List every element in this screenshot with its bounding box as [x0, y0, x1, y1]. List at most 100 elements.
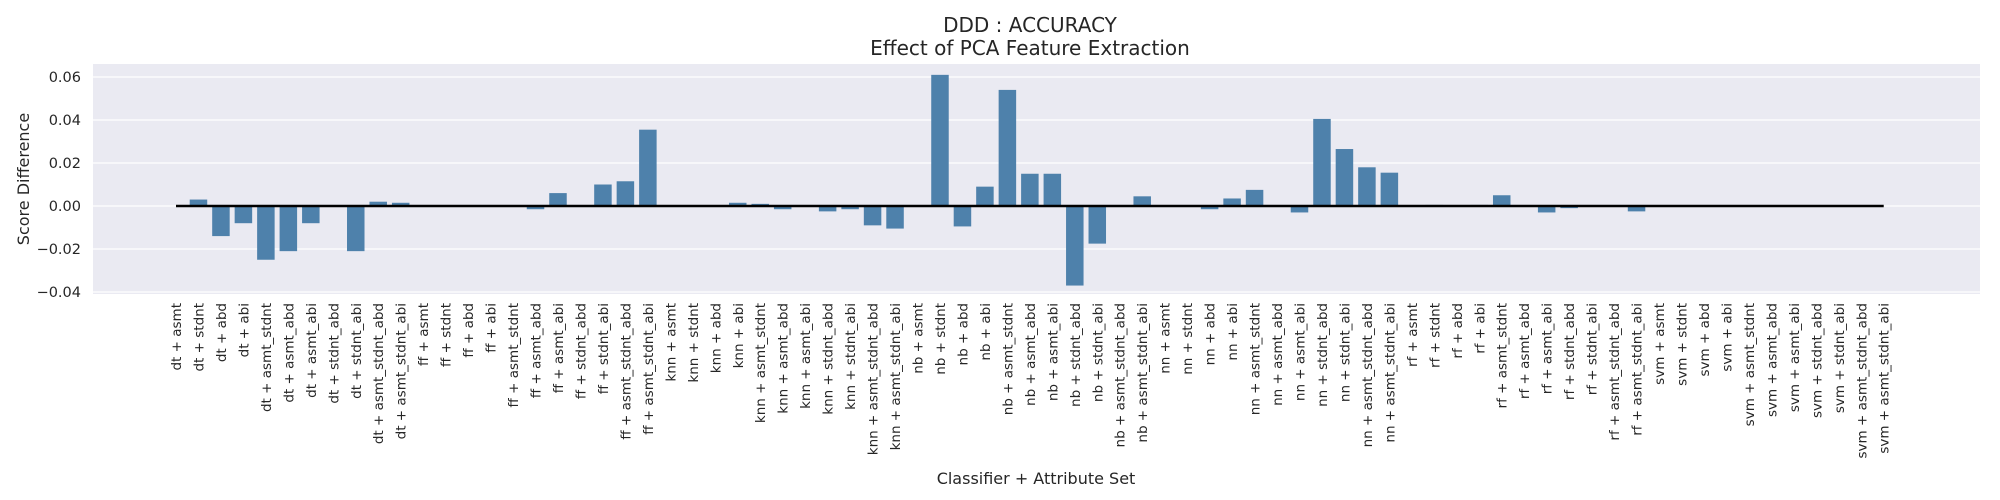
x-tick-label: rf + asmt [1405, 303, 1421, 367]
x-tick-label: knn + abd [708, 303, 724, 373]
x-tick-label: nn + asmt_abi [1293, 303, 1309, 401]
x-tick-label: rf + asmt_stdnt_abi [1630, 303, 1646, 436]
x-tick-label: nn + abi [1225, 303, 1241, 361]
x-tick-label: nb + asmt [911, 303, 927, 374]
bar [863, 206, 882, 226]
x-tick-label: rf + asmt_stdnt_abd [1607, 303, 1623, 441]
bar [1245, 189, 1264, 206]
x-tick-label: svm + abd [1697, 303, 1713, 376]
bar [886, 206, 904, 229]
bar [1223, 198, 1241, 206]
bar [1066, 206, 1084, 286]
x-tick-label: nb + stdnt_abd [1068, 303, 1084, 407]
y-tick-label: −0.02 [37, 242, 81, 258]
x-tick-label: ff + stdnt [439, 303, 455, 367]
x-tick-label: svm + asmt_abd [1764, 303, 1780, 417]
x-tick-label: nn + stdnt_abi [1337, 303, 1353, 402]
x-tick-label: dt + asmt_stdnt [259, 303, 275, 412]
x-tick-label: dt + stdnt_abd [326, 303, 342, 404]
x-tick-label: nb + asmt_stdnt_abi [1135, 303, 1151, 443]
x-tick-label: dt + asmt_abi [304, 303, 320, 398]
bar [1335, 149, 1354, 206]
bar [953, 206, 972, 227]
x-tick-label: ff + asmt_abd [529, 303, 545, 398]
x-tick-label: nb + stdnt_abi [1090, 303, 1106, 402]
x-tick-label: ff + asmt_abi [551, 303, 567, 393]
x-tick-label: knn + asmt_stdnt_abd [866, 303, 882, 455]
x-tick-label: svm + stdnt_abd [1809, 303, 1825, 418]
x-tick-label: svm + stdnt_abi [1832, 303, 1848, 413]
bar [818, 206, 837, 212]
x-tick-label: dt + abd [214, 303, 230, 362]
x-tick-label: nn + asmt_abd [1270, 303, 1286, 406]
x-tick-label: rf + asmt_stdnt [1495, 303, 1511, 408]
bar [1200, 206, 1219, 210]
bar [1043, 173, 1062, 206]
x-tick-label: nn + asmt_stdnt [1248, 303, 1264, 415]
x-tick-label: rf + asmt_abd [1517, 303, 1533, 399]
bar [639, 129, 657, 206]
y-tick-label: 0.00 [49, 199, 81, 215]
x-tick-label: rf + asmt_abi [1540, 303, 1556, 394]
y-tick-label: 0.04 [49, 113, 81, 129]
bar [1088, 206, 1107, 244]
y-tick-labels: −0.04 −0.02 0.00 0.02 0.04 0.06 [37, 70, 81, 301]
bar [1358, 167, 1376, 206]
x-tick-label: dt + asmt_stdnt_abi [394, 303, 410, 439]
x-tick-label: nb + asmt_stdnt [1000, 303, 1016, 415]
x-tick-label: ff + asmt_stdnt_abd [618, 303, 634, 440]
bar [773, 206, 792, 210]
bar [212, 206, 230, 237]
x-tick-label: knn + asmt_abd [776, 303, 792, 414]
y-tick-label: −0.04 [37, 285, 81, 301]
x-tick-label: svm + asmt_stdnt_abi [1877, 303, 1893, 454]
bar [302, 206, 320, 224]
x-tick-label: dt + stdnt [191, 303, 207, 372]
bar [1313, 118, 1331, 206]
bar [279, 206, 298, 252]
x-tick-label: ff + asmt_stdnt_abi [641, 303, 657, 435]
bar [369, 201, 387, 206]
bar [976, 186, 994, 206]
x-tick-label: knn + stdnt [686, 303, 702, 383]
x-tick-label: svm + asmt_abi [1787, 303, 1803, 412]
y-tick-label: 0.06 [49, 70, 81, 86]
x-tick-label: nn + asmt_stdnt_abi [1382, 303, 1398, 443]
x-tick-label: knn + stdnt_abi [843, 303, 859, 410]
x-tick-label: dt + asmt [169, 303, 185, 371]
y-axis-label: Score Difference [14, 113, 33, 245]
x-tick-label: nn + abd [1203, 303, 1219, 365]
x-tick-label: svm + asmt [1652, 303, 1668, 385]
x-tick-label: nb + abd [955, 303, 971, 365]
x-tick-label: nb + stdnt [933, 303, 949, 375]
x-tick-label: knn + stdnt_abd [821, 303, 837, 415]
bar [1537, 206, 1556, 213]
x-tick-label: nn + stdnt [1180, 303, 1196, 375]
x-tick-label: dt + abi [236, 303, 252, 357]
x-tick-label: ff + stdnt_abd [573, 303, 589, 399]
x-tick-label: ff + abd [461, 303, 477, 358]
x-tick-label: nn + stdnt_abd [1315, 303, 1331, 407]
chart-title: DDD : ACCURACY [943, 13, 1118, 37]
y-tick-label: 0.02 [49, 156, 81, 172]
x-tick-label: nn + asmt_stdnt_abd [1360, 303, 1376, 447]
x-tick-label: knn + abi [731, 303, 747, 368]
x-tick-label: svm + asmt_stdnt_abd [1854, 303, 1870, 458]
bar [189, 199, 208, 206]
x-tick-label: rf + abd [1450, 303, 1466, 359]
bar [1492, 195, 1511, 206]
x-tick-label: knn + asmt [663, 303, 679, 382]
x-tick-label: dt + asmt_stdnt_abd [371, 303, 387, 444]
bar [1290, 206, 1309, 213]
bars [189, 74, 1646, 286]
chart-subtitle: Effect of PCA Feature Extraction [870, 36, 1190, 60]
x-tick-label: svm + asmt_stdnt [1742, 303, 1758, 426]
bar [931, 74, 949, 206]
x-tick-label: ff + asmt [416, 303, 432, 366]
x-tick-label: svm + stdnt [1674, 303, 1690, 386]
x-tick-label: ff + abi [484, 303, 500, 353]
x-axis-label: Classifier + Attribute Set [937, 469, 1136, 488]
bar [1627, 206, 1646, 212]
bar [347, 206, 365, 252]
